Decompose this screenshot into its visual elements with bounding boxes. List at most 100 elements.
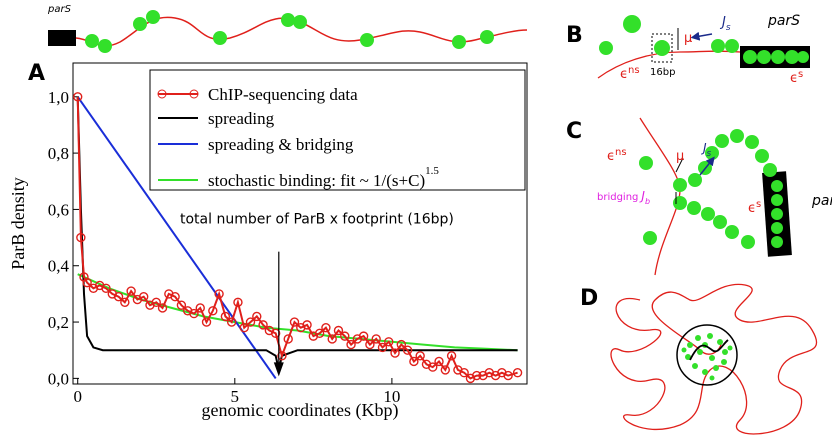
legend-label: spreading bbox=[208, 109, 275, 128]
y-tick-label: 0,8 bbox=[48, 144, 69, 163]
legend-marker bbox=[157, 89, 167, 99]
data-point bbox=[314, 328, 325, 339]
data-point bbox=[434, 356, 444, 367]
data-point bbox=[201, 317, 212, 327]
y-tick-label: 0,0 bbox=[48, 369, 69, 388]
data-point bbox=[220, 311, 231, 322]
data-point bbox=[512, 368, 523, 378]
superscript: ns bbox=[628, 65, 640, 76]
data-point bbox=[384, 337, 394, 347]
top-strip: parS bbox=[47, 4, 528, 53]
data-point bbox=[358, 331, 369, 341]
data-point bbox=[151, 297, 161, 308]
pars-label: parS bbox=[767, 13, 800, 29]
data-point bbox=[346, 339, 356, 350]
data-point bbox=[233, 297, 243, 308]
arrow-head bbox=[273, 362, 284, 377]
energy-label: ϵs bbox=[748, 199, 761, 216]
legend-label: ChIP-sequencing data bbox=[208, 85, 358, 104]
symbol: ϵ bbox=[748, 201, 756, 216]
mu-label: μ bbox=[684, 31, 692, 46]
mu-label: μ bbox=[676, 149, 684, 164]
data-point bbox=[113, 292, 124, 302]
panel-b: B parS ϵns ϵs μ Js 16bp bbox=[566, 13, 810, 86]
data-point bbox=[459, 368, 469, 378]
data-point bbox=[377, 342, 388, 353]
data-point bbox=[321, 322, 331, 333]
legend-entry: stochastic binding: fit ~ 1/(s+C)1.5 bbox=[208, 165, 439, 190]
data-point bbox=[302, 320, 312, 330]
data-point bbox=[446, 351, 457, 361]
data-point bbox=[503, 370, 513, 381]
y-tick-label: 0,6 bbox=[48, 200, 69, 219]
y-tick-label: 0,2 bbox=[48, 313, 69, 332]
data-point bbox=[189, 308, 199, 319]
data-point bbox=[76, 232, 86, 243]
energy-label: ϵns bbox=[607, 147, 627, 164]
rate-label: Js bbox=[701, 141, 712, 159]
data-point bbox=[327, 334, 337, 344]
data-point bbox=[126, 286, 136, 296]
pars-label: parS bbox=[47, 4, 72, 15]
plot-frame bbox=[72, 62, 528, 385]
panel-label: C bbox=[566, 119, 582, 144]
energy-label: ϵns bbox=[620, 65, 640, 82]
symbol: J bbox=[639, 189, 645, 203]
legend-entry: ChIP-sequencing data bbox=[208, 85, 358, 104]
footprint-label: 16bp bbox=[650, 67, 675, 78]
data-point bbox=[365, 339, 375, 350]
legend-box bbox=[149, 69, 526, 191]
legend-entry: spreading bbox=[208, 109, 275, 128]
rate-label: Js bbox=[719, 15, 731, 33]
y-tick-label: 0,4 bbox=[48, 257, 70, 276]
data-point bbox=[252, 311, 262, 322]
superscript: s bbox=[756, 199, 761, 210]
data-point bbox=[402, 345, 413, 355]
data-point bbox=[82, 277, 92, 288]
data-point bbox=[409, 356, 419, 367]
data-point bbox=[239, 322, 249, 333]
symbol: ϵ bbox=[620, 67, 628, 82]
symbol: ϵ bbox=[790, 71, 798, 86]
panel-label: B bbox=[566, 23, 583, 48]
data-point bbox=[340, 331, 350, 341]
annotation-text: total number of ParB x footprint (16bp) bbox=[180, 212, 454, 228]
series-line bbox=[76, 96, 518, 380]
data-point bbox=[371, 334, 381, 344]
superscript: s bbox=[798, 69, 803, 80]
bridging-label: bridging Jb bbox=[597, 189, 650, 206]
data-point bbox=[428, 362, 438, 372]
data-layer bbox=[73, 92, 523, 384]
panel-d: D bbox=[580, 283, 818, 435]
data-point bbox=[277, 351, 287, 361]
data-point bbox=[120, 297, 130, 308]
series-line bbox=[77, 273, 518, 352]
subscript: b bbox=[645, 197, 650, 206]
data-point bbox=[101, 283, 111, 293]
symbol: J bbox=[719, 15, 726, 30]
data-point bbox=[415, 351, 425, 361]
data-point bbox=[195, 303, 205, 313]
data-point bbox=[138, 292, 149, 302]
superscript: ns bbox=[615, 147, 627, 158]
legend-label: spreading & bridging bbox=[208, 135, 354, 154]
data-point bbox=[333, 325, 344, 336]
pars-box bbox=[48, 30, 76, 46]
data-point bbox=[440, 365, 451, 375]
symbol: J bbox=[701, 141, 707, 155]
series-line bbox=[76, 96, 518, 371]
data-point bbox=[390, 348, 400, 358]
data-point bbox=[270, 328, 281, 339]
x-axis-label: genomic coordinates (Kbp) bbox=[202, 400, 399, 421]
data-point bbox=[258, 320, 268, 330]
data-point bbox=[245, 317, 256, 327]
legend-marker bbox=[189, 89, 199, 99]
data-point bbox=[157, 303, 168, 313]
data-point bbox=[289, 317, 300, 327]
fit-exponent: 1.5 bbox=[425, 165, 439, 177]
x-tick-label: 5 bbox=[231, 387, 240, 406]
